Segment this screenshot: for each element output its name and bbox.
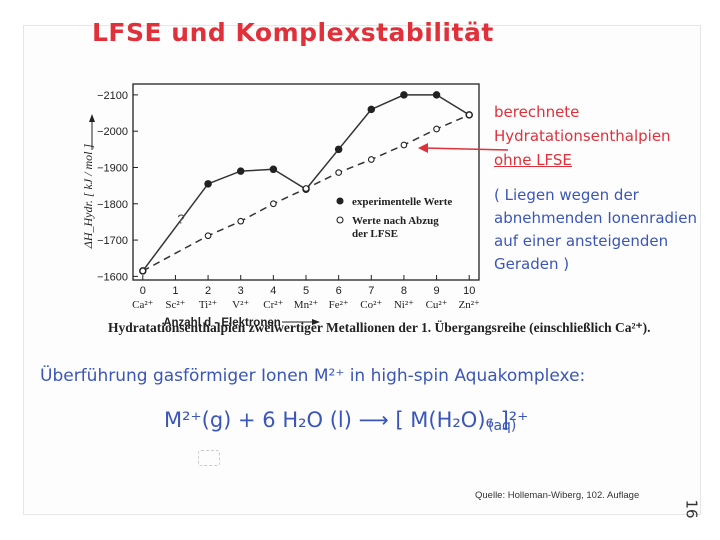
legend-marker xyxy=(336,197,344,205)
red-note-line: ohne LFSE xyxy=(494,151,572,169)
chart-annotation: ? xyxy=(177,212,184,227)
legend-label: der LFSE xyxy=(352,228,398,240)
data-point xyxy=(367,105,376,114)
x-tick-label: 7 xyxy=(368,285,374,297)
x-tick-label: 3 xyxy=(238,285,244,297)
data-point xyxy=(465,111,473,119)
y-tick-label: −1600 xyxy=(97,271,128,283)
ion-label: Zn²⁺ xyxy=(459,299,481,311)
blue-note-line: abnehmenden Ionenradien xyxy=(494,209,697,227)
ion-label: Cu²⁺ xyxy=(426,299,448,311)
y-tick-label: −1900 xyxy=(97,162,128,174)
legend: experimentelle Werte Werte nach Abzugder … xyxy=(336,196,452,240)
data-point xyxy=(204,180,212,188)
scanned-page xyxy=(24,26,700,514)
series-line xyxy=(142,94,470,272)
ion-label: Ti²⁺ xyxy=(199,299,218,311)
series-layer: ? xyxy=(139,91,473,275)
blue-note-line: auf einer ansteigenden xyxy=(494,232,669,250)
x-axis-label: Anzahl d - Elektronen xyxy=(163,317,281,329)
data-point xyxy=(400,141,408,149)
data-point xyxy=(335,169,342,176)
equation-phase: (aq) xyxy=(488,418,517,434)
legend-marker xyxy=(336,216,344,224)
ion-label: Co²⁺ xyxy=(360,299,382,311)
page-number: 16 xyxy=(682,499,701,519)
ion-label: Sc²⁺ xyxy=(165,299,185,311)
data-point xyxy=(400,91,408,99)
legend-label: experimentelle Werte xyxy=(352,196,452,208)
legend-label: Werte nach Abzug xyxy=(352,215,439,227)
data-point xyxy=(237,217,245,225)
x-tick-label: 9 xyxy=(434,285,440,297)
data-point xyxy=(269,165,278,174)
x-tick-label: 10 xyxy=(463,285,475,297)
red-note-line: berechnete xyxy=(494,103,580,121)
y-axis-ticks: −2100 −2000 −1900 −1800 −1700 −1600 xyxy=(97,90,138,283)
y-axis-label: ΔH_Hydr. [ kJ / mol ] xyxy=(81,143,95,249)
y-tick-label: −2100 xyxy=(97,90,128,102)
source-note: Quelle: Holleman-Wiberg, 102. Auflage xyxy=(475,490,640,501)
ion-label: Mn²⁺ xyxy=(294,299,319,311)
x-tick-label: 5 xyxy=(303,285,309,297)
x-tick-label: 2 xyxy=(205,285,211,297)
data-point xyxy=(204,232,212,240)
x-tick-label: 0 xyxy=(140,285,146,297)
y-tick-label: −1800 xyxy=(97,199,128,211)
x-axis-ticks: 0 Ca²⁺ 1 Sc²⁺ 2 Ti²⁺ 3 V²⁺ 4 Cr²⁺ 5 Mn²⁺ 6 Fe²⁺ 7 Co²⁺ 8… xyxy=(132,275,480,311)
data-point xyxy=(432,91,441,99)
y-tick-label: −1700 xyxy=(97,235,128,247)
blue-note-line: ( Liegen wegen der xyxy=(494,186,639,204)
ion-label: Cr²⁺ xyxy=(263,299,283,311)
reaction-heading: Überführung gasförmiger Ionen M²⁺ in hig… xyxy=(40,366,586,386)
annotation-arrow xyxy=(423,147,509,151)
x-tick-label: 8 xyxy=(401,285,407,297)
ion-label: Ca²⁺ xyxy=(132,299,154,311)
y-tick-label: −2000 xyxy=(97,126,128,138)
x-tick-label: 6 xyxy=(336,285,342,297)
page-title: LFSE und Komplexstabilität xyxy=(92,18,494,47)
red-note-line: Hydratationsenthalpien xyxy=(494,127,671,145)
data-point xyxy=(433,125,440,133)
x-axis-arrowhead xyxy=(312,319,320,325)
ion-label: Fe²⁺ xyxy=(329,299,349,311)
ion-label: Ni²⁺ xyxy=(394,299,414,311)
data-point xyxy=(270,200,277,208)
data-point xyxy=(302,185,310,192)
blue-note-line: Geraden ) xyxy=(494,255,570,273)
annotation-arrowhead xyxy=(418,143,428,153)
data-point xyxy=(367,156,375,163)
scan-smudge xyxy=(198,450,220,466)
figure-caption: Hydratationsenthalpien zweiwertiger Meta… xyxy=(108,320,651,335)
ion-label: V²⁺ xyxy=(232,299,249,311)
data-point xyxy=(236,167,245,175)
plot-frame xyxy=(132,83,480,281)
reaction-equation: M²⁺(g) + 6 H₂O (l) ⟶ [ M(H₂O)₆ ]²⁺ xyxy=(164,408,529,432)
x-tick-label: 4 xyxy=(270,285,276,297)
x-tick-label: 1 xyxy=(172,285,178,297)
data-point xyxy=(139,267,147,275)
data-point xyxy=(334,145,343,154)
y-axis-arrowhead xyxy=(89,114,95,122)
